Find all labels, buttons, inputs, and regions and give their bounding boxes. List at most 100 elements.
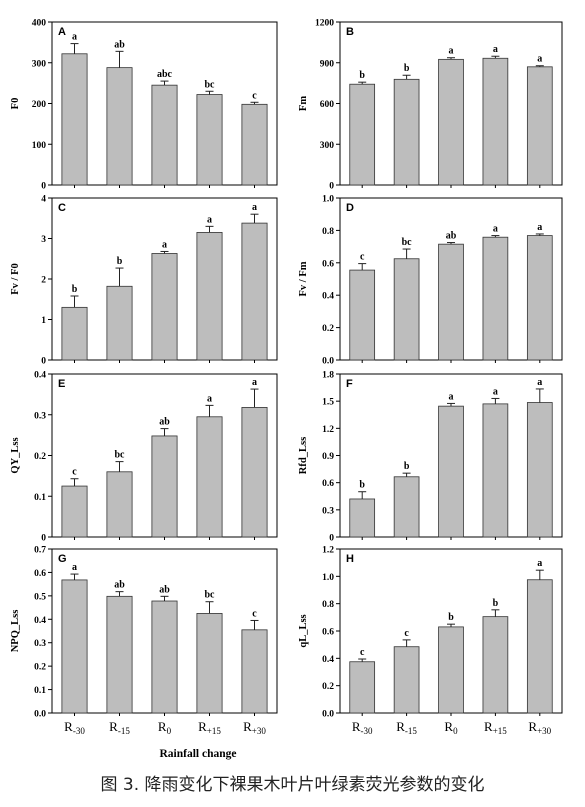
bar-A-2 bbox=[151, 84, 178, 186]
x-tick-label-H-2: R0 bbox=[444, 719, 458, 736]
bar-B-3 bbox=[482, 57, 509, 186]
significance-letter-F-4: a bbox=[537, 377, 542, 388]
bar-F-2 bbox=[438, 405, 464, 538]
y-tick-label-A-2: 200 bbox=[32, 100, 47, 110]
y-tick-label-A-0: 0 bbox=[41, 182, 46, 192]
significance-letter-F-2: a bbox=[449, 391, 454, 402]
x-tick-label-G-1: R-15 bbox=[109, 719, 130, 736]
significance-letter-E-3: a bbox=[207, 393, 212, 404]
bar-A-0 bbox=[61, 53, 88, 186]
y-tick-label-B-1: 300 bbox=[320, 141, 335, 151]
y-tick-label-G-1: 0.1 bbox=[34, 686, 46, 696]
bar-H-3 bbox=[482, 616, 509, 714]
significance-letter-B-0: b bbox=[359, 70, 365, 81]
bar-F-1 bbox=[393, 476, 420, 538]
bar-B-4 bbox=[526, 66, 553, 186]
y-tick-label-A-4: 400 bbox=[32, 19, 47, 29]
y-tick-label-H-2: 0.4 bbox=[322, 655, 334, 665]
y-tick-label-B-4: 1200 bbox=[315, 19, 334, 29]
panel-letter-A: A bbox=[58, 26, 66, 38]
bar-C-1 bbox=[106, 285, 133, 361]
y-tick-label-H-6: 1.2 bbox=[322, 546, 334, 556]
y-tick-label-C-0: 0 bbox=[41, 357, 46, 367]
bar-C-3 bbox=[196, 232, 223, 361]
y-tick-label-H-0: 0.0 bbox=[322, 710, 334, 720]
bar-F-0 bbox=[349, 498, 376, 538]
y-tick-label-G-5: 0.5 bbox=[34, 592, 46, 602]
y-tick-label-C-1: 1 bbox=[41, 316, 46, 326]
significance-letter-C-2: a bbox=[162, 239, 167, 250]
bar-H-4 bbox=[526, 579, 553, 714]
significance-letter-G-0: a bbox=[72, 562, 77, 573]
y-tick-label-G-2: 0.2 bbox=[34, 663, 46, 673]
bar-D-0 bbox=[349, 269, 376, 361]
significance-letter-H-2: b bbox=[448, 612, 454, 623]
significance-letter-C-4: a bbox=[252, 202, 257, 213]
significance-letter-D-2: ab bbox=[446, 231, 457, 242]
significance-letter-B-3: a bbox=[493, 44, 498, 55]
y-axis-label-B: Fm bbox=[298, 96, 309, 111]
bar-E-1 bbox=[106, 471, 133, 538]
bar-D-1 bbox=[393, 258, 420, 361]
bar-C-0 bbox=[61, 306, 88, 361]
y-tick-label-E-1: 0.1 bbox=[34, 493, 46, 503]
panel-letter-B: B bbox=[346, 26, 354, 38]
y-tick-label-C-3: 3 bbox=[41, 235, 46, 245]
bar-B-0 bbox=[349, 83, 376, 186]
y-tick-label-E-0: 0 bbox=[41, 534, 46, 544]
significance-letter-F-3: a bbox=[493, 386, 498, 397]
significance-letter-D-4: a bbox=[537, 222, 542, 233]
x-tick-label-H-0: R-30 bbox=[352, 719, 373, 736]
significance-letter-B-4: a bbox=[537, 54, 542, 65]
significance-letter-B-2: a bbox=[449, 46, 454, 57]
y-tick-label-G-0: 0.0 bbox=[34, 710, 46, 720]
significance-letter-D-3: a bbox=[493, 224, 498, 235]
y-tick-label-D-5: 1.0 bbox=[322, 195, 334, 205]
significance-letter-D-0: c bbox=[360, 252, 365, 263]
y-tick-label-H-1: 0.2 bbox=[322, 682, 334, 692]
significance-letter-G-4: c bbox=[252, 608, 257, 619]
y-tick-label-C-2: 2 bbox=[41, 276, 46, 286]
bar-C-2 bbox=[151, 253, 178, 361]
bar-D-4 bbox=[526, 235, 553, 361]
figure-panels: 0100200300400AF0aababcbcc03006009001200B… bbox=[10, 19, 563, 760]
significance-letter-A-1: ab bbox=[114, 39, 125, 50]
panel-letter-D: D bbox=[346, 202, 354, 214]
bar-G-2 bbox=[151, 600, 178, 714]
bar-F-3 bbox=[482, 403, 509, 538]
bar-H-2 bbox=[438, 626, 464, 714]
bar-B-2 bbox=[438, 58, 464, 186]
y-axis-label-H: qL_Lss bbox=[298, 614, 309, 647]
panel-letter-G: G bbox=[58, 553, 67, 565]
bar-A-1 bbox=[106, 67, 133, 186]
bar-E-2 bbox=[151, 435, 178, 538]
significance-letter-G-2: ab bbox=[159, 584, 170, 595]
y-tick-label-H-3: 0.6 bbox=[322, 628, 334, 638]
y-tick-label-G-3: 0.3 bbox=[34, 639, 46, 649]
y-tick-label-D-3: 0.6 bbox=[322, 259, 334, 269]
significance-letter-B-1: b bbox=[404, 63, 410, 74]
x-tick-label-G-0: R-30 bbox=[64, 719, 85, 736]
y-tick-label-A-1: 100 bbox=[32, 141, 47, 151]
significance-letter-H-0: c bbox=[360, 647, 365, 658]
y-tick-label-B-0: 0 bbox=[329, 182, 334, 192]
x-axis-title: Rainfall change bbox=[160, 748, 237, 760]
y-tick-label-B-2: 600 bbox=[320, 100, 335, 110]
y-axis-label-D: Fv / Fm bbox=[298, 261, 309, 296]
bar-A-4 bbox=[241, 103, 268, 186]
panel-letter-H: H bbox=[346, 553, 354, 565]
significance-letter-G-1: ab bbox=[114, 580, 125, 591]
y-tick-label-F-3: 0.9 bbox=[322, 452, 334, 462]
y-axis-label-G: NPQ_Lss bbox=[10, 610, 21, 653]
bar-E-0 bbox=[61, 485, 88, 538]
y-tick-label-F-1: 0.3 bbox=[322, 506, 334, 516]
significance-letter-H-4: a bbox=[537, 558, 542, 569]
y-axis-label-A: F0 bbox=[10, 98, 21, 110]
bar-G-3 bbox=[196, 613, 223, 714]
significance-letter-F-1: b bbox=[404, 461, 410, 472]
y-tick-label-G-4: 0.4 bbox=[34, 616, 46, 626]
x-tick-label-H-1: R-15 bbox=[396, 719, 417, 736]
y-tick-label-D-4: 0.8 bbox=[322, 227, 334, 237]
x-tick-label-H-3: R+15 bbox=[484, 719, 507, 736]
bar-F-4 bbox=[526, 402, 553, 538]
